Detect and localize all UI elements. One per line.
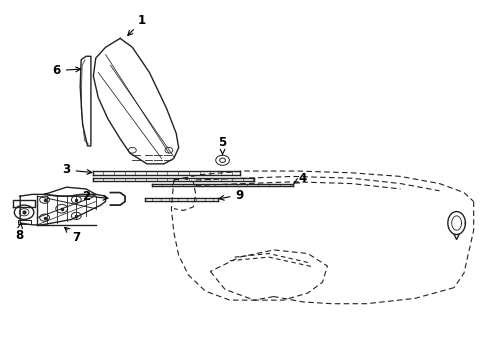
- Text: 3: 3: [62, 163, 92, 176]
- Text: 6: 6: [53, 64, 81, 77]
- Text: 4: 4: [293, 172, 306, 185]
- Text: 2: 2: [82, 190, 108, 203]
- Text: 1: 1: [127, 14, 146, 35]
- Text: 5: 5: [218, 136, 226, 154]
- Text: 7: 7: [64, 228, 80, 244]
- Text: 8: 8: [15, 223, 23, 242]
- Text: 9: 9: [219, 189, 243, 202]
- Polygon shape: [110, 193, 125, 205]
